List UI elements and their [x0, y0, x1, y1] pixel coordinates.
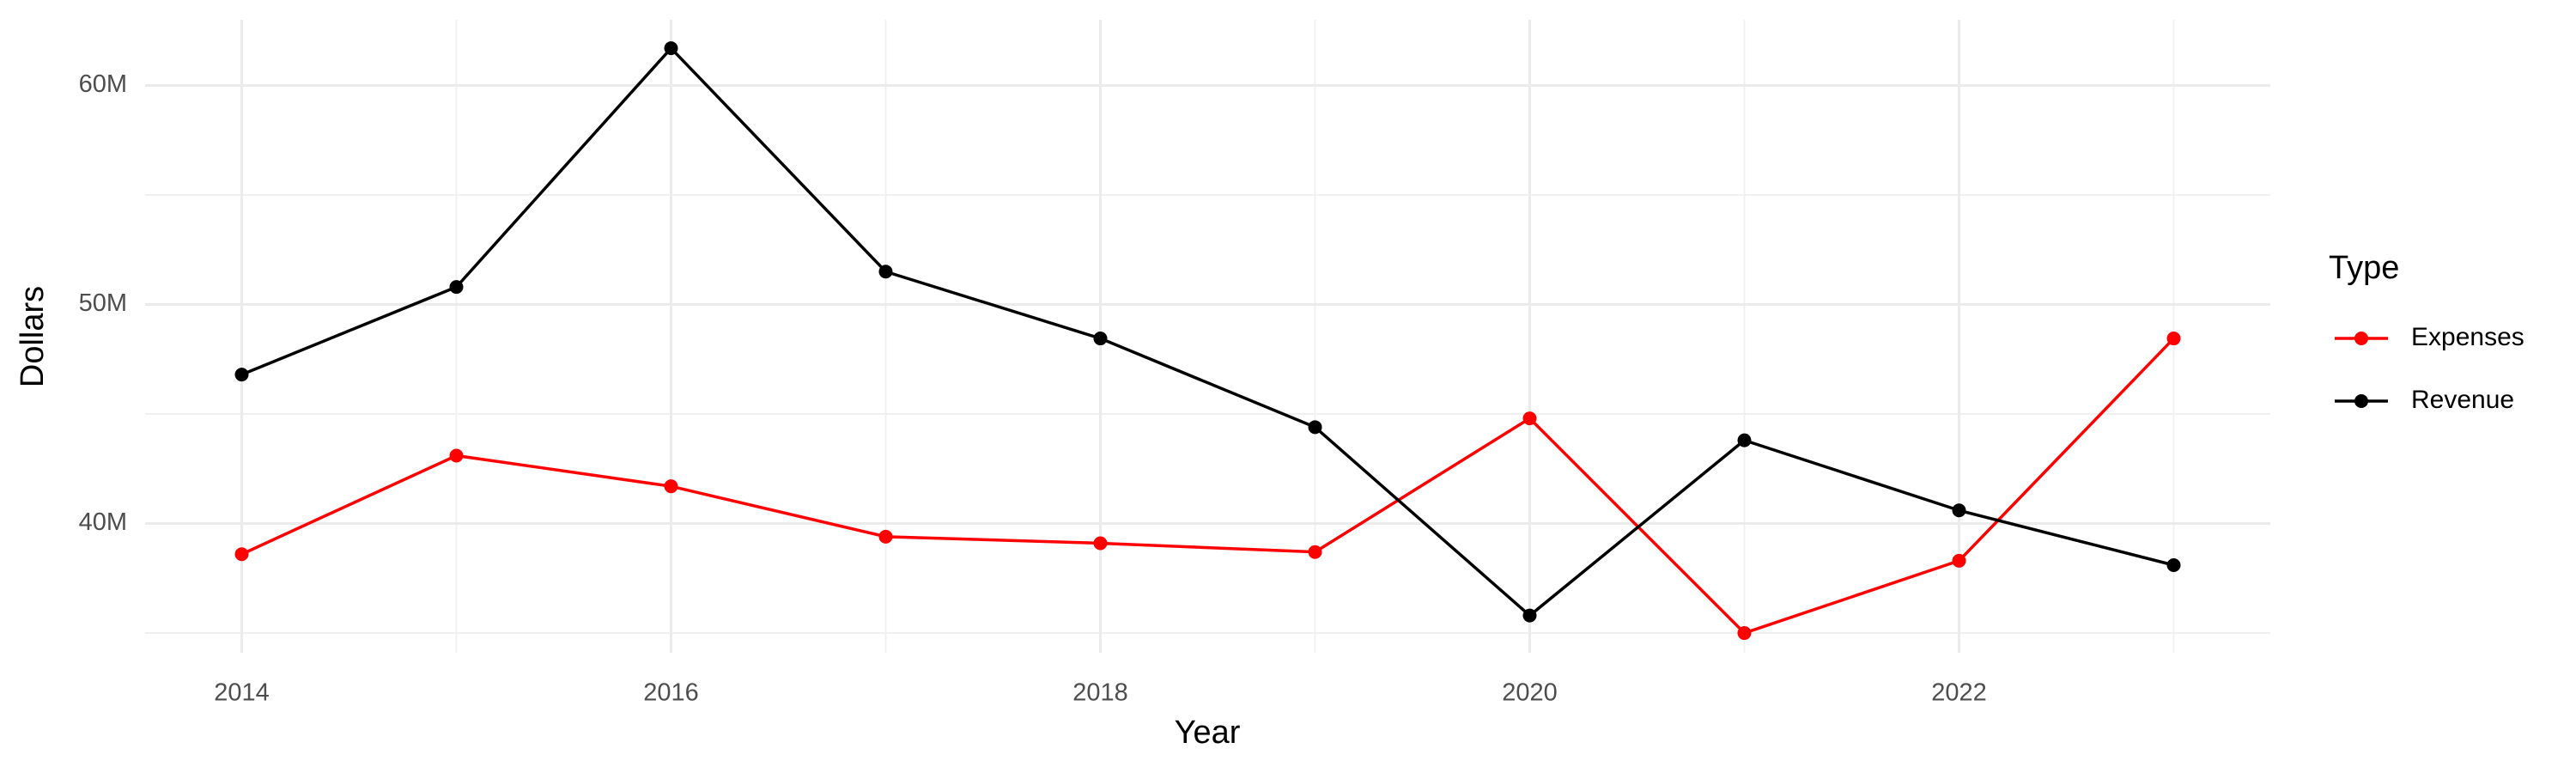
grid: [145, 20, 2270, 653]
plot-area: [234, 41, 2181, 641]
data-point: [878, 265, 893, 279]
x-tick-label: 2018: [1072, 679, 1128, 707]
data-point: [234, 368, 249, 382]
legend-label: Expenses: [2411, 323, 2524, 351]
x-tick-label: 2022: [1931, 679, 1987, 707]
data-point: [2166, 332, 2181, 346]
data-point: [234, 547, 249, 562]
data-point: [1737, 626, 1752, 641]
y-tick-label: 40M: [79, 508, 127, 536]
y-tick-label: 60M: [79, 70, 127, 98]
x-tick-label: 2020: [1502, 679, 1558, 707]
data-point: [1093, 536, 1108, 551]
x-axis-title: Year: [1175, 715, 1241, 751]
data-point: [449, 280, 464, 295]
legend-title: Type: [2329, 250, 2399, 286]
data-point: [1737, 433, 1752, 447]
data-point: [878, 529, 893, 544]
y-axis-title: Dollars: [15, 286, 51, 387]
data-point: [1308, 545, 1322, 559]
data-point: [1952, 553, 1966, 568]
data-point: [1093, 332, 1108, 346]
data-point: [2166, 557, 2181, 572]
x-tick-label: 2016: [643, 679, 699, 707]
data-point: [664, 479, 678, 494]
y-tick-label: 50M: [79, 289, 127, 317]
data-point: [1522, 411, 1537, 426]
data-point: [1308, 420, 1322, 435]
data-point: [1522, 608, 1537, 623]
x-tick-label: 2014: [214, 679, 270, 707]
series-line: [240, 46, 2174, 618]
legend-marker: [2354, 332, 2368, 345]
data-point: [664, 41, 678, 56]
series-line: [240, 337, 2175, 636]
data-point: [1952, 503, 1966, 518]
data-point: [449, 448, 464, 463]
legend-marker: [2354, 394, 2368, 408]
legend-label: Revenue: [2411, 386, 2514, 414]
